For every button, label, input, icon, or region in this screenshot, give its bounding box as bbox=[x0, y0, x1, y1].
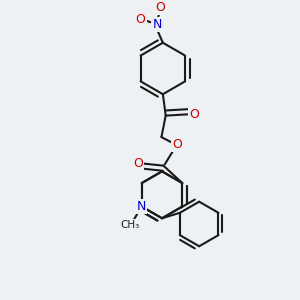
Text: O: O bbox=[155, 1, 165, 14]
Text: O: O bbox=[133, 157, 142, 170]
Text: N: N bbox=[137, 200, 146, 213]
Text: O: O bbox=[189, 108, 199, 121]
Text: O: O bbox=[172, 138, 182, 151]
Text: CH₃: CH₃ bbox=[121, 220, 140, 230]
Text: O: O bbox=[136, 13, 146, 26]
Text: N: N bbox=[152, 18, 162, 31]
